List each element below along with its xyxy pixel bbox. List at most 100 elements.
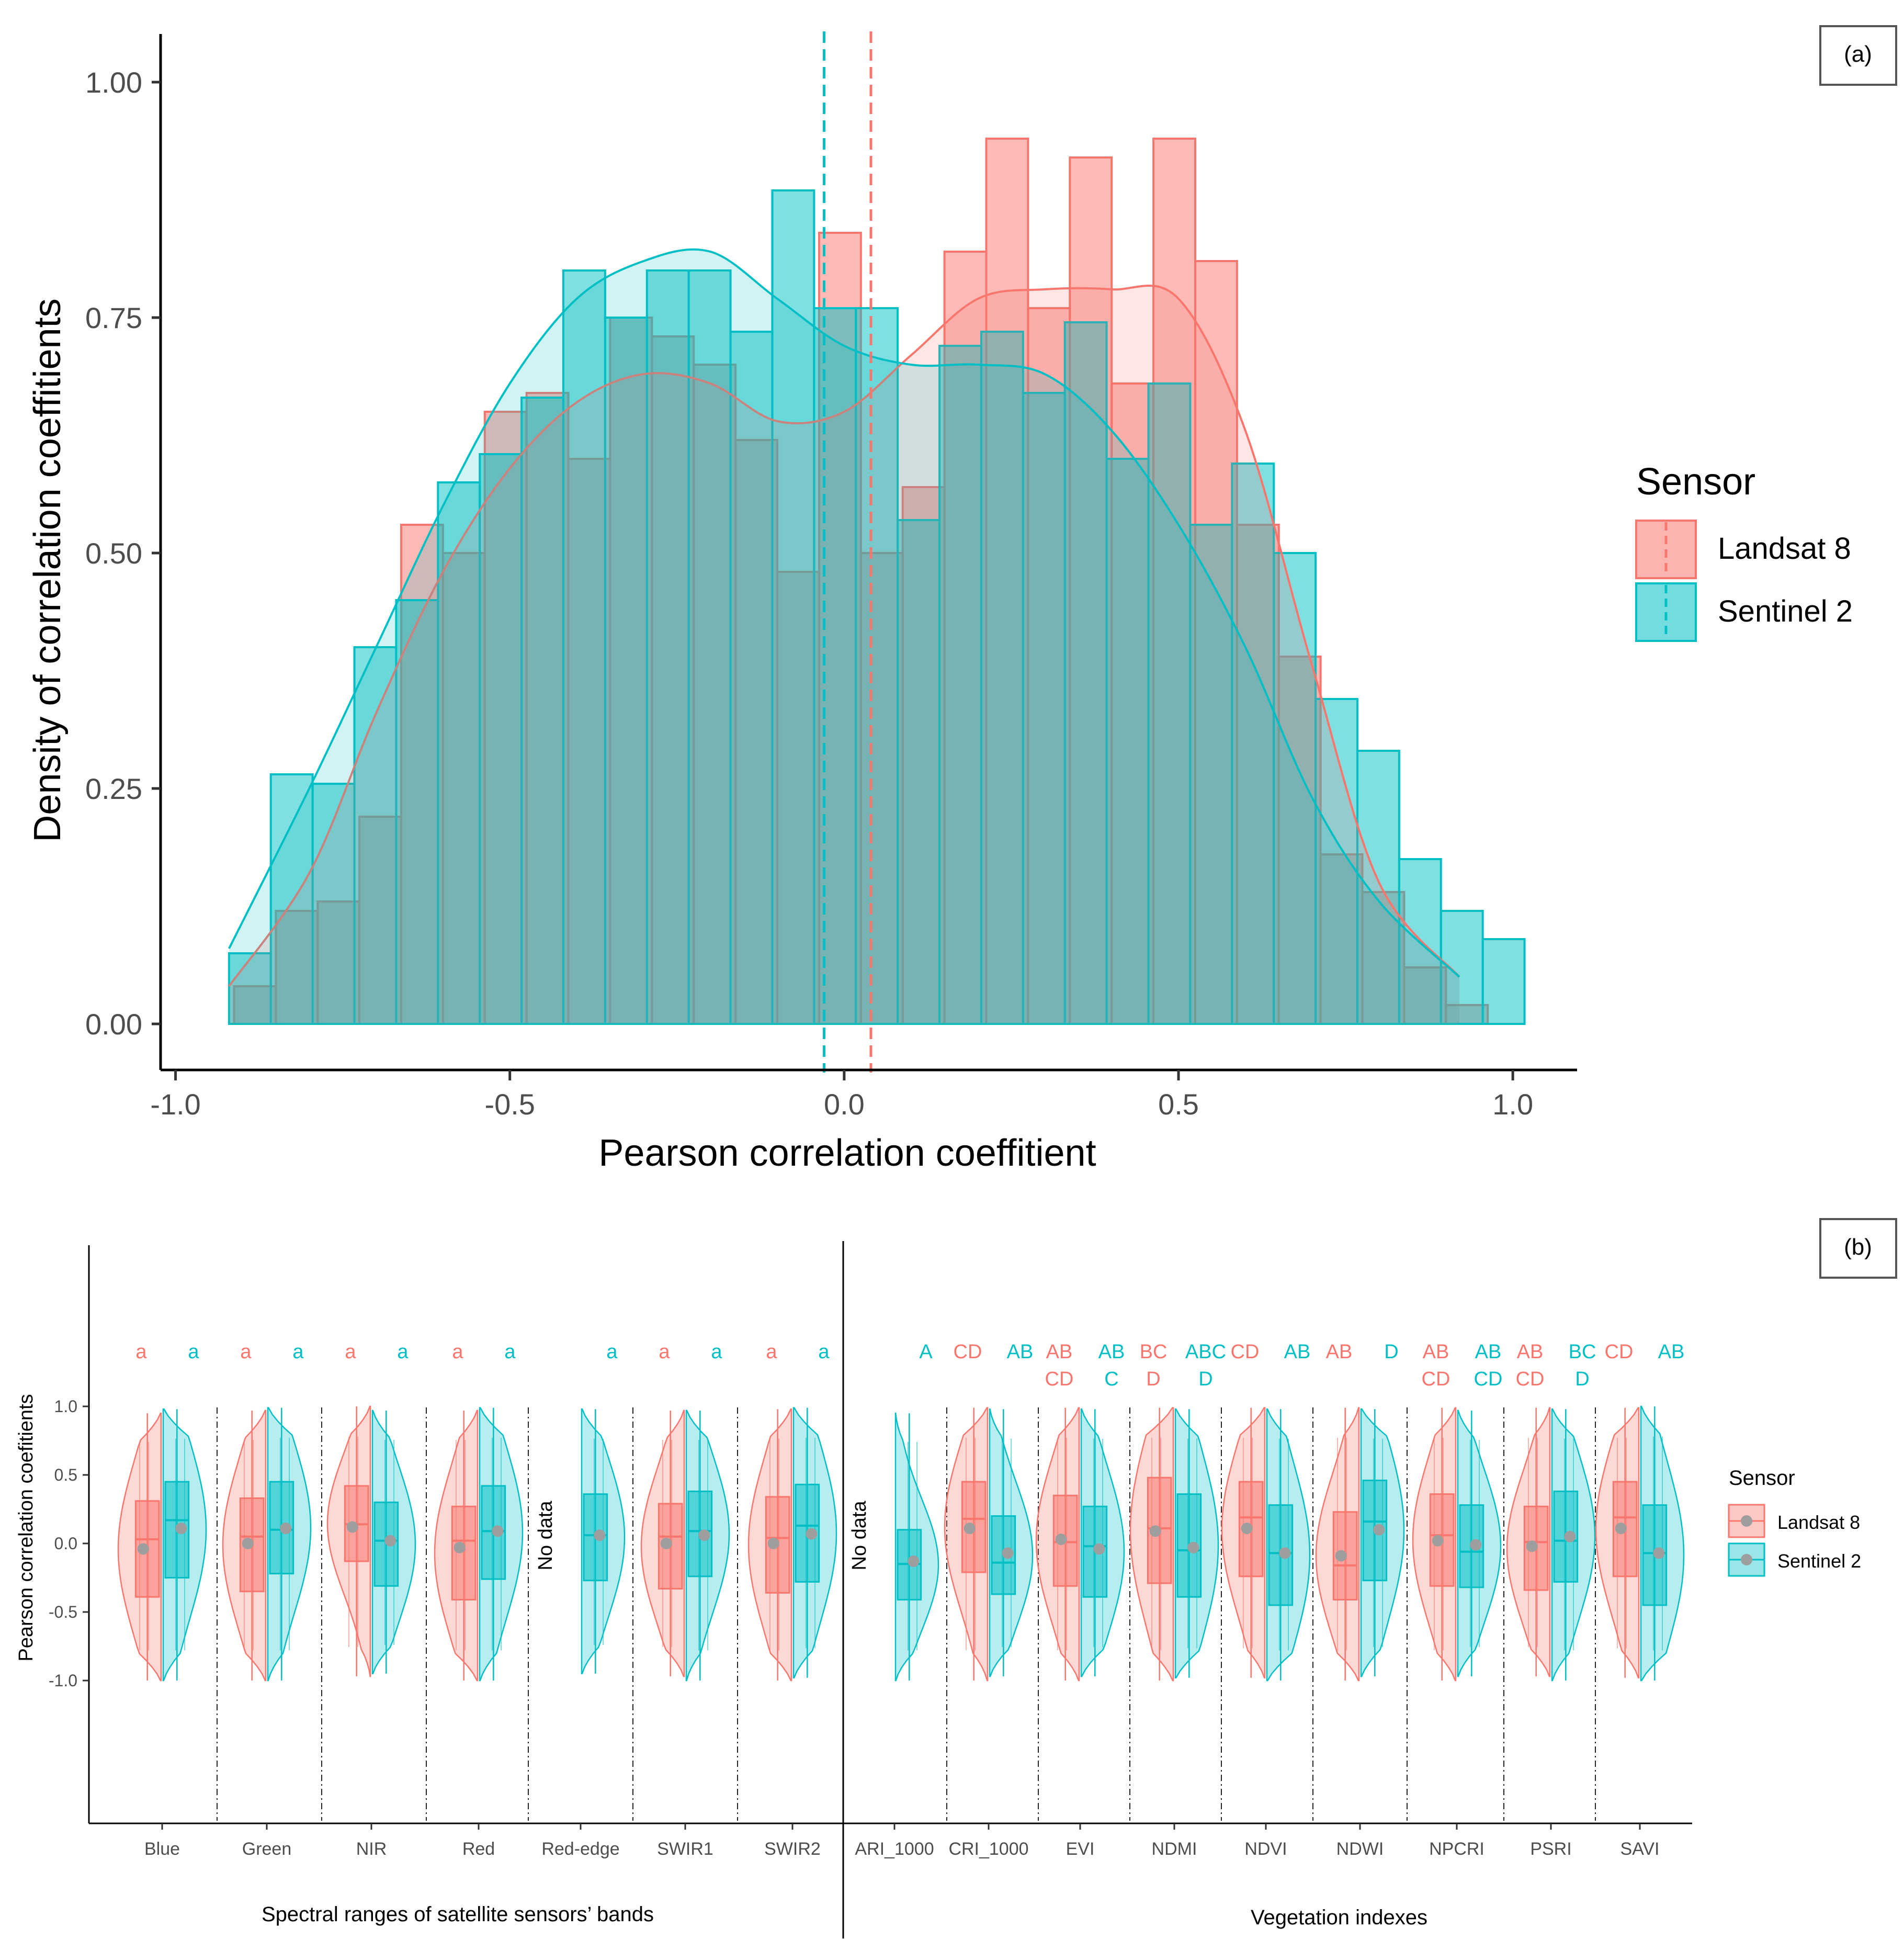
legend-a: Sensor Landsat 8 Sentinel 2 [1635, 461, 1853, 642]
bar-sentinel [938, 345, 982, 1025]
mean-dot-landsat [454, 1541, 466, 1553]
mean-dot-landsat [1615, 1523, 1627, 1535]
category-cri-1000: CD AB CRI_1000 [944, 1341, 1034, 1859]
mean-dot-sentinel [806, 1528, 818, 1540]
letter-sentinel: CD [1474, 1368, 1503, 1390]
mean-lines [823, 31, 872, 1073]
x-tick-label-b: PSRI [1530, 1839, 1571, 1859]
y-tick-label-a: 0.25 [85, 772, 142, 805]
group-label-indexes: Vegetation indexes [1251, 1906, 1427, 1929]
bar-sentinel [1273, 552, 1317, 1025]
letter-landsat: a [345, 1341, 356, 1363]
letter-sentinel: D [1384, 1341, 1398, 1363]
bar-sentinel [687, 269, 732, 1025]
letter-sentinel: a [606, 1341, 618, 1363]
category-red-edge: No data a Red-edge [535, 1341, 626, 1859]
no-data-label: No data [535, 1501, 557, 1571]
legend-b: Sensor Landsat 8 Sentinel 2 [1728, 1467, 1861, 1577]
letter-sentinel: a [711, 1341, 722, 1363]
x-tick-label-b: SWIR1 [657, 1839, 713, 1859]
category-nir: a a NIR [326, 1341, 416, 1859]
bar-sentinel [479, 453, 523, 1025]
letter-landsat: AB [1046, 1341, 1073, 1363]
letter-landsat: a [240, 1341, 252, 1363]
x-tick-label-a: 0.0 [824, 1088, 865, 1121]
letter-sentinel: AB [1007, 1341, 1034, 1363]
letter-landsat: a [766, 1341, 777, 1363]
letter-sentinel: a [504, 1341, 516, 1363]
bar-sentinel [1022, 392, 1066, 1025]
x-tick-label-a: -0.5 [484, 1088, 535, 1121]
letter-landsat: AB [1517, 1341, 1544, 1363]
y-tick-label-b: -0.5 [49, 1603, 77, 1621]
mean-dot-landsat [1335, 1550, 1347, 1562]
mean-dot-sentinel [698, 1529, 710, 1541]
box-landsat [451, 1505, 477, 1600]
letter-landsat: AB [1326, 1341, 1353, 1363]
panel-b-tag-box [1819, 1218, 1897, 1279]
letter-landsat: AB [1423, 1341, 1449, 1363]
bar-sentinel [604, 317, 648, 1025]
x-tick-label-b: SAVI [1620, 1839, 1660, 1859]
panel-a-tag-box [1819, 25, 1897, 86]
bar-sentinel [813, 307, 857, 1025]
category-ndvi: CD AB NDVI [1221, 1341, 1310, 1859]
x-tick-label-a: 0.5 [1158, 1088, 1199, 1121]
legend-a-title: Sensor [1636, 461, 1755, 503]
density-curves [228, 248, 1460, 1024]
letter-landsat: D [1146, 1368, 1160, 1390]
legend-b-landsat-label: Landsat 8 [1777, 1512, 1860, 1533]
bar-sentinel [980, 331, 1024, 1025]
mean-dot-sentinel [384, 1535, 396, 1547]
legend-a-sentinel-label: Sentinel 2 [1718, 594, 1853, 628]
mean-dot-sentinel [175, 1523, 187, 1535]
letter-landsat: a [659, 1341, 670, 1363]
mean-dot-sentinel [1002, 1547, 1014, 1559]
letter-sentinel: a [397, 1341, 409, 1363]
y-tick-label-a: 0.75 [85, 301, 142, 334]
kde-area-sentinel [229, 249, 1459, 1024]
mean-dot-landsat [1432, 1535, 1444, 1547]
mean-dot-landsat [767, 1538, 779, 1549]
letter-landsat: a [452, 1341, 463, 1363]
category-ndwi: AB D NDWI [1315, 1341, 1405, 1859]
letter-sentinel: AB [1098, 1341, 1125, 1363]
letter-sentinel: AB [1475, 1341, 1502, 1363]
panel-a-histogram: 0.00 0.25 0.50 0.75 1.00 -1.0 -0.5 0.0 0.5 1.0 Pe… [27, 25, 1897, 1174]
category-red: a a Red [434, 1341, 524, 1859]
x-tick-label-b: EVI [1066, 1839, 1095, 1859]
category-blue: a a Blue [117, 1341, 207, 1859]
letter-landsat: a [135, 1341, 147, 1363]
x-tick-label-b: NDMI [1152, 1839, 1197, 1859]
legend-a-landsat-label: Landsat 8 [1718, 532, 1851, 566]
bar-sentinel [437, 481, 481, 1025]
violin-categories: a a Blue a a Green a a NIR a a Red No data a Red-edge a… [117, 1341, 1684, 1859]
category-ndmi: BC D ABC D NDMI [1129, 1341, 1226, 1859]
y-tick-label-b: 1.0 [54, 1397, 77, 1416]
letter-landsat: BC [1140, 1341, 1168, 1363]
category-ari-1000: No data A ARI_1000 [848, 1341, 939, 1859]
mean-dot-landsat [137, 1543, 149, 1555]
mean-dot-sentinel [1093, 1543, 1105, 1555]
mean-dot-sentinel [1653, 1547, 1665, 1559]
panel-b-violins: -1.0 -0.5 0.0 0.5 1.0 a a Blue a a Green a a NIR a a Re… [15, 1218, 1897, 1938]
mean-dot-landsat [346, 1521, 358, 1533]
letter-sentinel: ABC [1185, 1341, 1226, 1363]
letter-landsat: CD [1422, 1368, 1450, 1390]
y-tick-label-b: -1.0 [49, 1671, 77, 1690]
mean-dot-sentinel [1564, 1530, 1576, 1542]
x-axis-label-a: Pearson correlation coeffitient [598, 1132, 1096, 1174]
group-label-bands: Spectral ranges of satellite sensors’ ba… [262, 1903, 654, 1926]
bar-sentinel [353, 646, 398, 1025]
mean-dot-sentinel [280, 1523, 292, 1535]
x-tick-label-b: Blue [144, 1839, 180, 1859]
category-swir2: a a SWIR2 [747, 1341, 837, 1859]
mean-dot-landsat [242, 1538, 254, 1549]
letter-sentinel: A [919, 1341, 933, 1363]
kde-line-sentinel [228, 248, 1460, 978]
mean-dot-sentinel [1373, 1524, 1385, 1536]
y-tick-label-b: 0.0 [54, 1534, 77, 1553]
y-tick-label-a: 0.00 [85, 1008, 142, 1041]
letter-landsat: CD [1045, 1368, 1074, 1390]
